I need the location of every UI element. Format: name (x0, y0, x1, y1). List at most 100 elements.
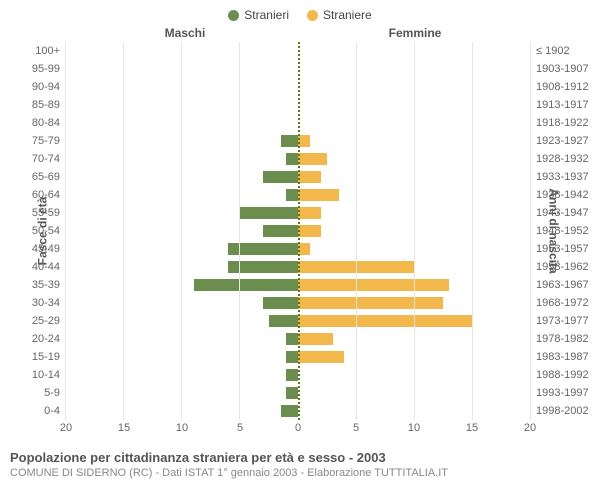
bar-male (281, 135, 298, 147)
birth-year-label: 1938-1942 (530, 189, 590, 201)
data-row: 100+ ≤ 1902 (10, 42, 590, 60)
x-tick: 15 (466, 422, 478, 434)
bars-container (66, 276, 530, 294)
birth-year-label: 1943-1947 (530, 207, 590, 219)
age-label: 40-44 (10, 261, 66, 273)
bars-container (66, 132, 530, 150)
x-axis: 201510505101520 (10, 422, 590, 440)
birth-year-label: 1958-1962 (530, 261, 590, 273)
birth-year-label: 1948-1952 (530, 225, 590, 237)
data-row: 50-541948-1952 (10, 222, 590, 240)
bar-male (228, 243, 298, 255)
data-row: 20-241978-1982 (10, 330, 590, 348)
data-row: 85-89 1913-1917 (10, 96, 590, 114)
data-row: 15-19 1983-1987 (10, 348, 590, 366)
data-row: 30-341968-1972 (10, 294, 590, 312)
age-label: 15-19 (10, 351, 66, 363)
bars-container (66, 96, 530, 114)
legend-label-female: Straniere (323, 8, 372, 22)
data-row: 75-79 1923-1927 (10, 132, 590, 150)
bar-female (298, 333, 333, 345)
data-row: 40-44 1958-1962 (10, 258, 590, 276)
chart-footer: Popolazione per cittadinanza straniera p… (10, 450, 590, 479)
age-label: 55-59 (10, 207, 66, 219)
bar-male (286, 189, 298, 201)
age-label: 100+ (10, 45, 66, 57)
data-row: 65-69 1933-1937 (10, 168, 590, 186)
age-label: 5-9 (10, 387, 66, 399)
bars-container (66, 168, 530, 186)
birth-year-label: 1953-1957 (530, 243, 590, 255)
bar-male (194, 279, 298, 291)
age-label: 75-79 (10, 135, 66, 147)
birth-year-label: 1928-1932 (530, 153, 590, 165)
x-tick: 15 (118, 422, 130, 434)
data-row: 70-741928-1932 (10, 150, 590, 168)
bar-male (286, 351, 298, 363)
bar-female (298, 135, 310, 147)
bar-male (286, 333, 298, 345)
birth-year-label: 1933-1937 (530, 171, 590, 183)
population-pyramid-chart: Stranieri Straniere Maschi Femmine Fasce… (0, 0, 600, 500)
bar-male (286, 369, 298, 381)
data-row: 60-641938-1942 (10, 186, 590, 204)
x-tick: 5 (237, 422, 243, 434)
x-tick: 0 (295, 422, 301, 434)
header-female: Femmine (300, 26, 530, 40)
bars-container (66, 240, 530, 258)
x-tick: 10 (176, 422, 188, 434)
birth-year-label: 1908-1912 (530, 81, 590, 93)
age-label: 10-14 (10, 369, 66, 381)
birth-year-label: 1923-1927 (530, 135, 590, 147)
bar-male (263, 171, 298, 183)
birth-year-label: 1913-1917 (530, 99, 590, 111)
legend: Stranieri Straniere (10, 8, 590, 22)
birth-year-label: 1978-1982 (530, 333, 590, 345)
birth-year-label: 1983-1987 (530, 351, 590, 363)
birth-year-label: 1963-1967 (530, 279, 590, 291)
birth-year-label: 1903-1907 (530, 63, 590, 75)
bars-container (66, 150, 530, 168)
bar-male (263, 297, 298, 309)
birth-year-label: 1918-1922 (530, 117, 590, 129)
bars-container (66, 348, 530, 366)
data-row: 5-9 1993-1997 (10, 384, 590, 402)
bar-female (298, 171, 321, 183)
bars-container (66, 204, 530, 222)
bars-container (66, 114, 530, 132)
bar-male (269, 315, 298, 327)
x-tick: 20 (60, 422, 72, 434)
header-male: Maschi (70, 26, 300, 40)
bars-container (66, 222, 530, 240)
column-headers: Maschi Femmine (10, 26, 590, 40)
bar-female (298, 315, 472, 327)
bars-container (66, 402, 530, 420)
chart-title: Popolazione per cittadinanza straniera p… (10, 450, 590, 465)
age-label: 45-49 (10, 243, 66, 255)
plot-area: Fasce di età Anni di nascita 100+≤ 19029… (10, 42, 590, 420)
chart-subtitle: COMUNE DI SIDERNO (RC) - Dati ISTAT 1° g… (10, 467, 590, 479)
x-tick: 20 (524, 422, 536, 434)
age-label: 65-69 (10, 171, 66, 183)
bar-male (240, 207, 298, 219)
bars-container (66, 384, 530, 402)
bars-container (66, 294, 530, 312)
bars-container (66, 186, 530, 204)
bars-container (66, 366, 530, 384)
bar-female (298, 225, 321, 237)
data-row: 95-99 1903-1907 (10, 60, 590, 78)
legend-straniere: Straniere (307, 8, 372, 22)
birth-year-label: ≤ 1902 (530, 45, 590, 57)
bar-female (298, 351, 344, 363)
data-row: 0-41998-2002 (10, 402, 590, 420)
birth-year-label: 1993-1997 (530, 387, 590, 399)
data-row: 80-841918-1922 (10, 114, 590, 132)
bar-male (286, 153, 298, 165)
data-row: 45-49 1953-1957 (10, 240, 590, 258)
bars-container (66, 42, 530, 60)
age-label: 85-89 (10, 99, 66, 111)
legend-swatch-female (307, 10, 318, 21)
age-label: 95-99 (10, 63, 66, 75)
birth-year-label: 1988-1992 (530, 369, 590, 381)
birth-year-label: 1973-1977 (530, 315, 590, 327)
